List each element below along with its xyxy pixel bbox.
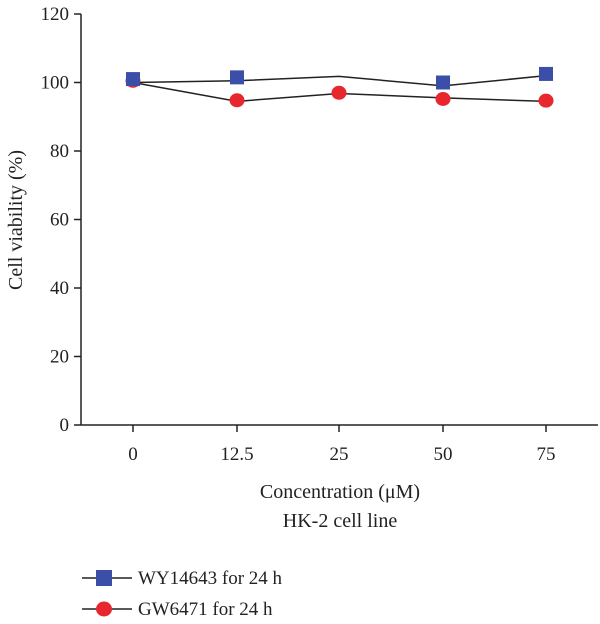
y-tick-label: 60 [50,210,69,231]
legend-label-wy14643: WY14643 for 24 h [138,568,283,589]
legend-marker-circle [96,601,112,617]
y-ticks: 0 20 40 60 80 100 120 [41,4,81,436]
data-point-circle [538,93,554,108]
legend-item-gw6471: GW6471 for 24 h [82,599,273,620]
data-point-square [436,75,450,90]
data-point-square [539,66,553,81]
y-tick-label: 100 [41,73,70,94]
y-tick-label: 20 [50,347,69,368]
data-point-circle [331,85,347,100]
x-axis-title: Concentration (μM) [260,481,420,503]
x-ticks: 0 12.5 25 50 75 [128,425,556,465]
legend-item-wy14643: WY14643 for 24 h [82,568,283,589]
y-axis-title: Cell viability (%) [5,150,27,290]
data-point-square [230,70,244,85]
x-tick-label: 75 [537,444,556,465]
x-tick-label: 50 [434,444,453,465]
x-tick-label: 0 [128,444,138,465]
legend-marker-square [96,570,112,586]
y-tick-label: 0 [60,415,70,436]
x-tick-label: 25 [330,444,349,465]
y-tick-label: 40 [50,278,69,299]
data-point-circle [229,93,245,108]
legend: WY14643 for 24 h GW6471 for 24 h [82,568,283,620]
data-point-square [126,72,140,87]
x-tick-label: 12.5 [220,444,253,465]
series-markers [125,66,554,108]
x-axis-subtitle: HK-2 cell line [283,510,398,532]
y-tick-label: 120 [41,4,70,25]
series-line-1 [132,74,547,87]
data-point-circle [435,91,451,106]
legend-label-gw6471: GW6471 for 24 h [138,599,273,620]
y-tick-label: 80 [50,141,69,162]
